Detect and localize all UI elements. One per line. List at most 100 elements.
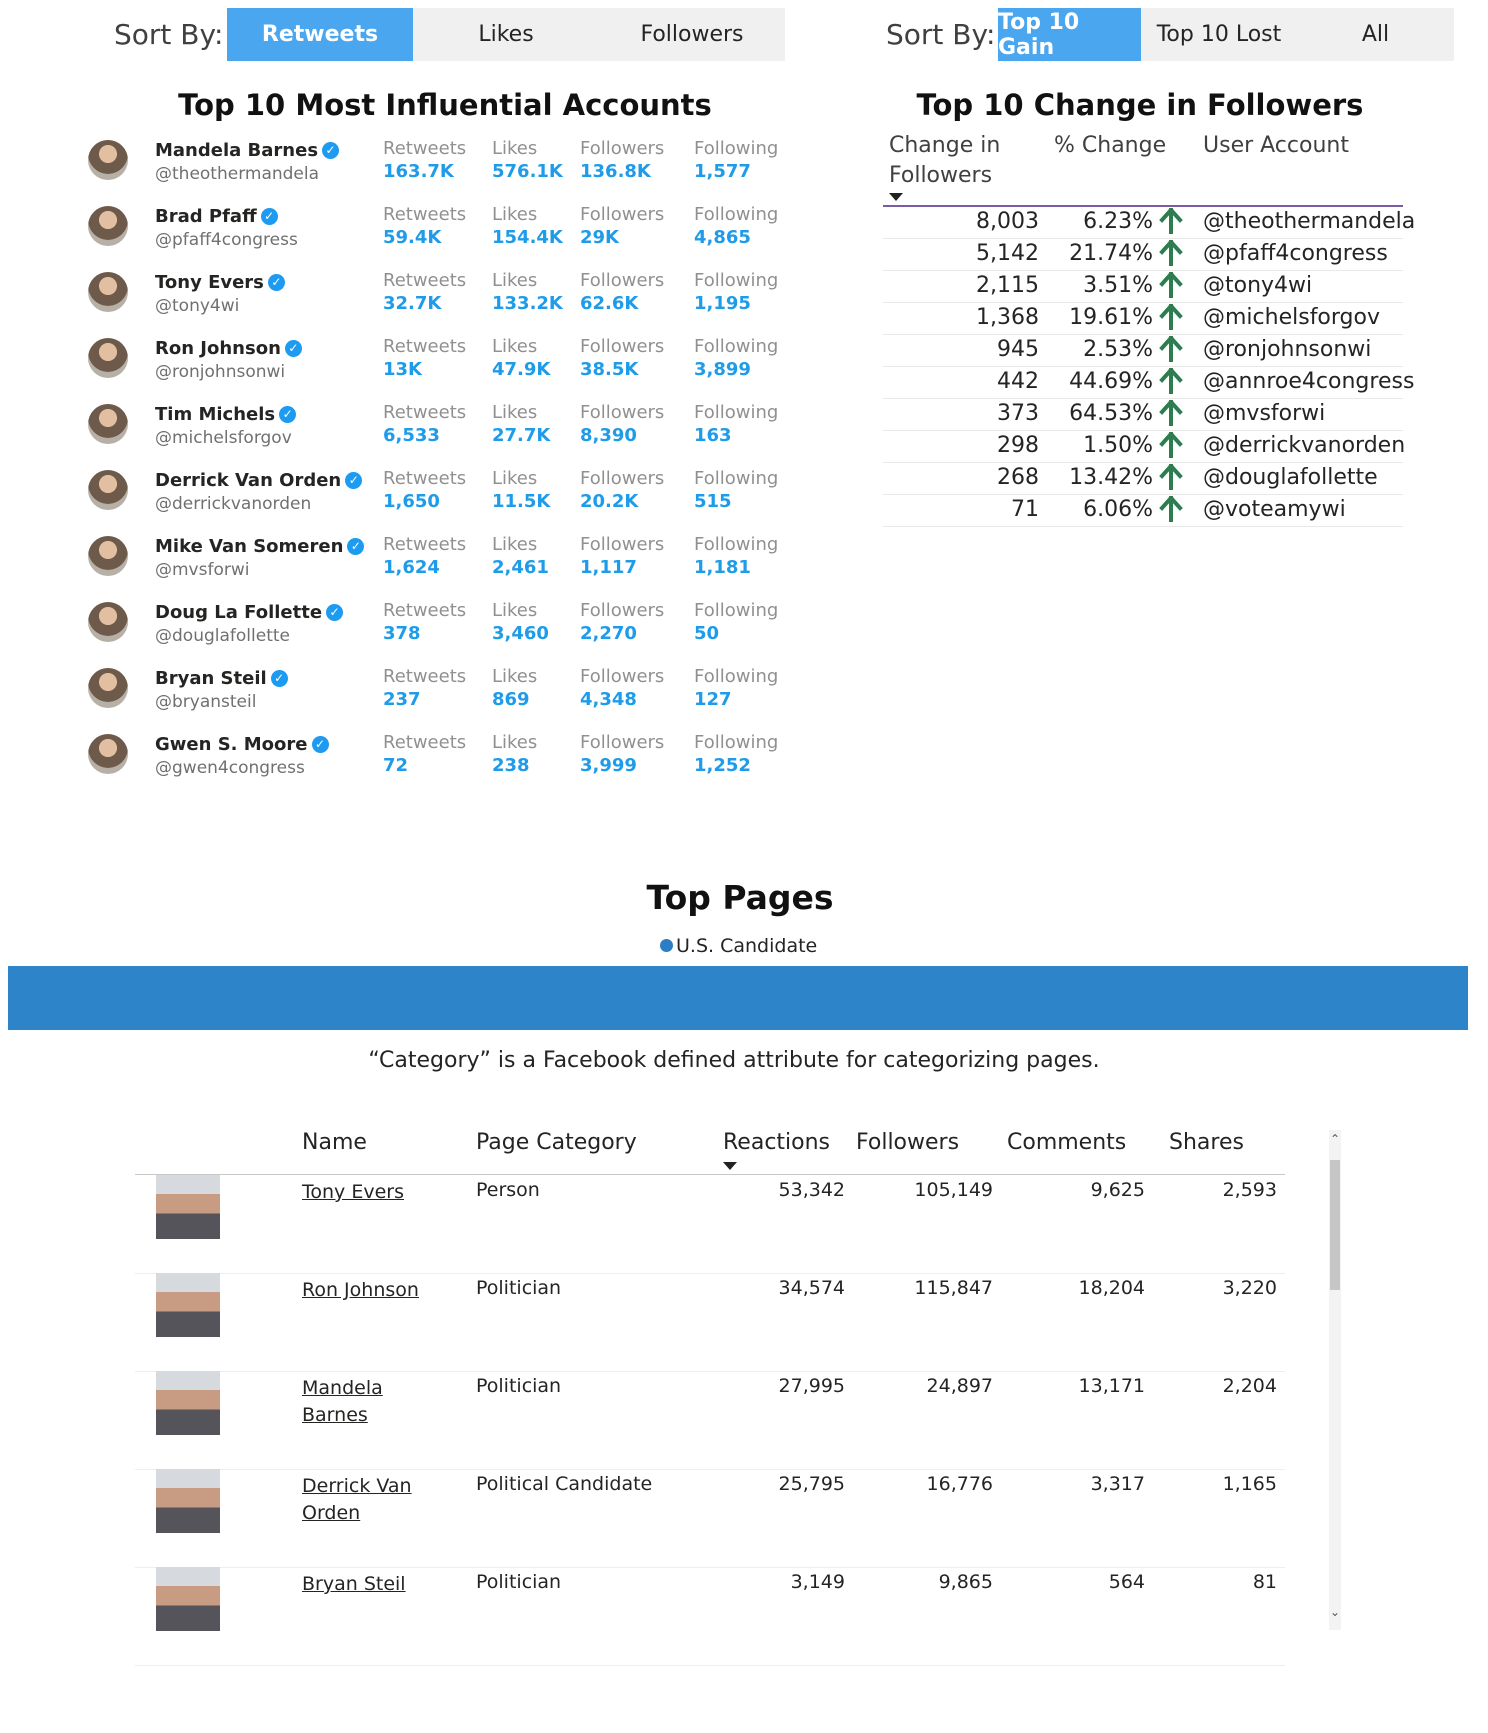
sort-top10-lost-button[interactable]: Top 10 Lost: [1156, 22, 1282, 47]
account-name: Gwen S. Moore ✓: [155, 734, 329, 755]
change-row[interactable]: 1,368 19.61% @michelsforgov: [883, 302, 1403, 335]
account-handle: @michelsforgov: [155, 428, 292, 448]
metric-followers: Followers 8,390: [580, 402, 664, 446]
metric-label: Following: [694, 666, 779, 687]
page-name-link[interactable]: Ron Johnson: [302, 1279, 419, 1301]
page-followers: 16,776: [926, 1473, 993, 1495]
change-row[interactable]: 71 6.06% @voteamywi: [883, 494, 1403, 527]
col-header-reactions[interactable]: Reactions: [723, 1130, 831, 1155]
account-row[interactable]: Brad Pfaff ✓ @pfaff4congress Retweets 59.4K L…: [80, 200, 800, 266]
change-account: @derrickvanorden: [1203, 433, 1406, 458]
change-value: 1,368: [976, 305, 1039, 330]
change-header-account[interactable]: User Account: [1203, 133, 1349, 158]
right-sort-toggle: Top 10 Gain Top 10 Lost All: [998, 8, 1454, 61]
account-row[interactable]: Mike Van Someren ✓ @mvsforwi Retweets 1,624 L…: [80, 530, 800, 596]
change-header-pct[interactable]: % Change: [1054, 133, 1167, 158]
scroll-down-icon[interactable]: ⌄: [1329, 1605, 1341, 1619]
account-row[interactable]: Tim Michels ✓ @michelsforgov Retweets 6,533 L…: [80, 398, 800, 464]
up-arrow-icon: [1159, 272, 1183, 298]
metric-label: Likes: [492, 732, 538, 753]
sort-top10-gain-button[interactable]: Top 10 Gain: [998, 8, 1141, 61]
sort-followers-button[interactable]: Followers: [640, 22, 744, 47]
metric-followers: Followers 62.6K: [580, 270, 664, 314]
account-row[interactable]: Doug La Follette ✓ @douglafollette Retweets…: [80, 596, 800, 662]
metric-value: 127: [694, 689, 732, 710]
account-handle: @gwen4congress: [155, 758, 305, 778]
change-row[interactable]: 298 1.50% @derrickvanorden: [883, 430, 1406, 463]
change-row[interactable]: 5,142 21.74% @pfaff4congress: [883, 238, 1403, 271]
page-name-link[interactable]: Derrick Van Orden: [302, 1475, 412, 1524]
page-shares: 3,220: [1222, 1277, 1277, 1299]
avatar: [88, 602, 128, 642]
page-followers: 105,149: [914, 1179, 993, 1201]
change-pct: 19.61%: [1069, 305, 1153, 330]
change-row[interactable]: 8,003 6.23% @theothermandela: [883, 206, 1415, 239]
metric-label: Followers: [580, 204, 665, 225]
page-reactions: 3,149: [790, 1571, 845, 1593]
account-name: Derrick Van Orden ✓: [155, 470, 363, 491]
account-row[interactable]: Ron Johnson ✓ @ronjohnsonwi Retweets 13K Like…: [80, 332, 800, 398]
account-row[interactable]: Mandela Barnes ✓ @theothermandela Retweets 1…: [80, 134, 800, 200]
page-photo: [156, 1371, 220, 1435]
sort-retweets-button[interactable]: Retweets: [227, 8, 413, 61]
col-header-comments[interactable]: Comments: [1007, 1130, 1127, 1155]
metric-followers: Followers 136.8K: [580, 138, 664, 182]
col-header-category[interactable]: Page Category: [476, 1130, 637, 1155]
sort-all-button[interactable]: All: [1361, 22, 1390, 47]
metric-retweets: Retweets 237: [383, 666, 466, 710]
col-header-name[interactable]: Name: [302, 1130, 367, 1155]
change-row[interactable]: 268 13.42% @douglafollette: [883, 462, 1403, 495]
metric-followers: Followers 29K: [580, 204, 664, 248]
page-comments: 13,171: [1078, 1375, 1145, 1397]
account-row[interactable]: Derrick Van Orden ✓ @derrickvanorden Retwee…: [80, 464, 800, 530]
up-arrow-icon: [1159, 240, 1183, 266]
change-row[interactable]: 442 44.69% @annroe4congress: [883, 366, 1414, 399]
account-name: Bryan Steil ✓: [155, 668, 288, 689]
metric-value: 576.1K: [492, 161, 563, 182]
scroll-up-icon[interactable]: ⌃: [1329, 1132, 1341, 1146]
metric-following: Following 1,195: [694, 270, 778, 314]
metric-label: Following: [694, 402, 779, 423]
metric-likes: Likes 2,461: [492, 534, 549, 578]
page-followers: 24,897: [926, 1375, 993, 1397]
page-row[interactable]: Bryan Steil Politician 3,149 9,865 564 81: [135, 1567, 1285, 1666]
metric-retweets: Retweets 6,533: [383, 402, 466, 446]
metric-label: Followers: [580, 138, 665, 159]
page-row[interactable]: Mandela Barnes Politician 27,995 24,897 13,1…: [135, 1371, 1285, 1470]
change-row[interactable]: 2,115 3.51% @tony4wi: [883, 270, 1403, 303]
page-row[interactable]: Ron Johnson Politician 34,574 115,847 18,204…: [135, 1273, 1285, 1372]
change-header-value[interactable]: Change in Followers: [889, 131, 1000, 191]
change-row[interactable]: 945 2.53% @ronjohnsonwi: [883, 334, 1403, 367]
metric-label: Likes: [492, 138, 538, 159]
pages-scroll-thumb[interactable]: [1330, 1160, 1340, 1290]
metric-value: 4,865: [694, 227, 751, 248]
verified-icon: ✓: [322, 142, 340, 159]
page-reactions: 25,795: [778, 1473, 845, 1495]
legend-dot-icon: [660, 939, 673, 952]
change-pct: 6.06%: [1083, 497, 1153, 522]
account-row[interactable]: Gwen S. Moore ✓ @gwen4congress Retweets 72 Li…: [80, 728, 800, 794]
candidate-band[interactable]: [8, 966, 1468, 1030]
metric-likes: Likes 47.9K: [492, 336, 550, 380]
change-row[interactable]: 373 64.53% @mvsforwi: [883, 398, 1403, 431]
change-value: 8,003: [976, 209, 1039, 234]
avatar: [88, 206, 128, 246]
page-name-link[interactable]: Bryan Steil: [302, 1573, 406, 1595]
page-name-link[interactable]: Mandela Barnes: [302, 1377, 383, 1426]
sort-likes-button[interactable]: Likes: [478, 22, 534, 47]
page-name-link[interactable]: Tony Evers: [302, 1181, 404, 1203]
metric-label: Retweets: [383, 336, 467, 357]
metric-likes: Likes 238: [492, 732, 537, 776]
metric-label: Retweets: [383, 402, 467, 423]
metric-value: 2,461: [492, 557, 549, 578]
account-row[interactable]: Tony Evers ✓ @tony4wi Retweets 32.7K Likes 133…: [80, 266, 800, 332]
col-header-followers[interactable]: Followers: [856, 1130, 960, 1155]
page-shares: 2,204: [1222, 1375, 1277, 1397]
col-header-shares[interactable]: Shares: [1169, 1130, 1244, 1155]
page-row[interactable]: Derrick Van Orden Political Candidate 25,7…: [135, 1469, 1285, 1568]
account-row[interactable]: Bryan Steil ✓ @bryansteil Retweets 237 Likes 8…: [80, 662, 800, 728]
change-value: 442: [997, 369, 1039, 394]
metric-following: Following 163: [694, 402, 778, 446]
page-row[interactable]: Tony Evers Person 53,342 105,149 9,625 2,593: [135, 1175, 1285, 1274]
metric-value: 378: [383, 623, 421, 644]
